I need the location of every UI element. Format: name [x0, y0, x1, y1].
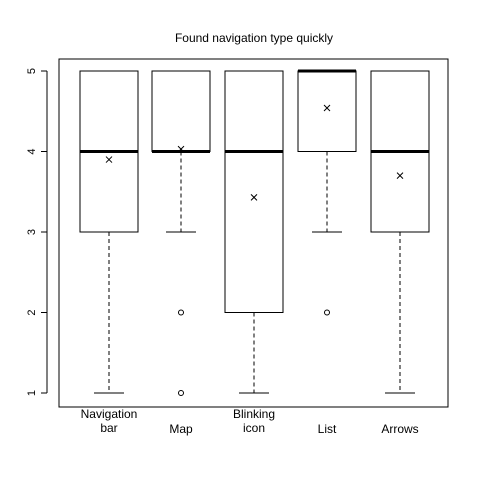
- plot-area-frame: [58, 58, 449, 408]
- y-tick-label: 2: [26, 309, 38, 315]
- mean-marker: [323, 104, 331, 112]
- x-category-label: Blinking: [233, 407, 275, 421]
- outlier-point: [178, 309, 184, 316]
- box-group: [297, 69, 357, 316]
- box-rect: [151, 70, 211, 152]
- mean-marker: [105, 156, 113, 163]
- mean-marker: [396, 172, 404, 180]
- mean-marker: [250, 194, 258, 201]
- x-category-label: Arrows: [381, 422, 418, 436]
- x-category-label: icon: [243, 421, 265, 435]
- x-category-label: bar: [100, 421, 117, 435]
- chart-title: Found navigation type quickly: [175, 31, 333, 45]
- box-group: [79, 70, 139, 394]
- y-axis: 1 2 3 4 5: [26, 68, 48, 396]
- y-tick-label: 5: [26, 68, 38, 74]
- x-category-label: Navigation: [81, 407, 138, 421]
- box-group: [370, 70, 430, 394]
- outlier-point: [178, 390, 184, 396]
- box-series: [79, 69, 430, 396]
- box-rect: [297, 70, 357, 152]
- box-group: [224, 70, 284, 394]
- box-group: [151, 70, 211, 396]
- box-rect: [224, 70, 284, 313]
- y-tick-label: 3: [26, 229, 38, 235]
- x-category-label: List: [318, 422, 337, 436]
- outlier-point: [324, 309, 330, 316]
- y-tick-label: 1: [26, 390, 38, 396]
- mean-marker: [177, 145, 185, 153]
- x-category-label: Map: [169, 422, 193, 436]
- y-tick-label: 4: [26, 148, 38, 154]
